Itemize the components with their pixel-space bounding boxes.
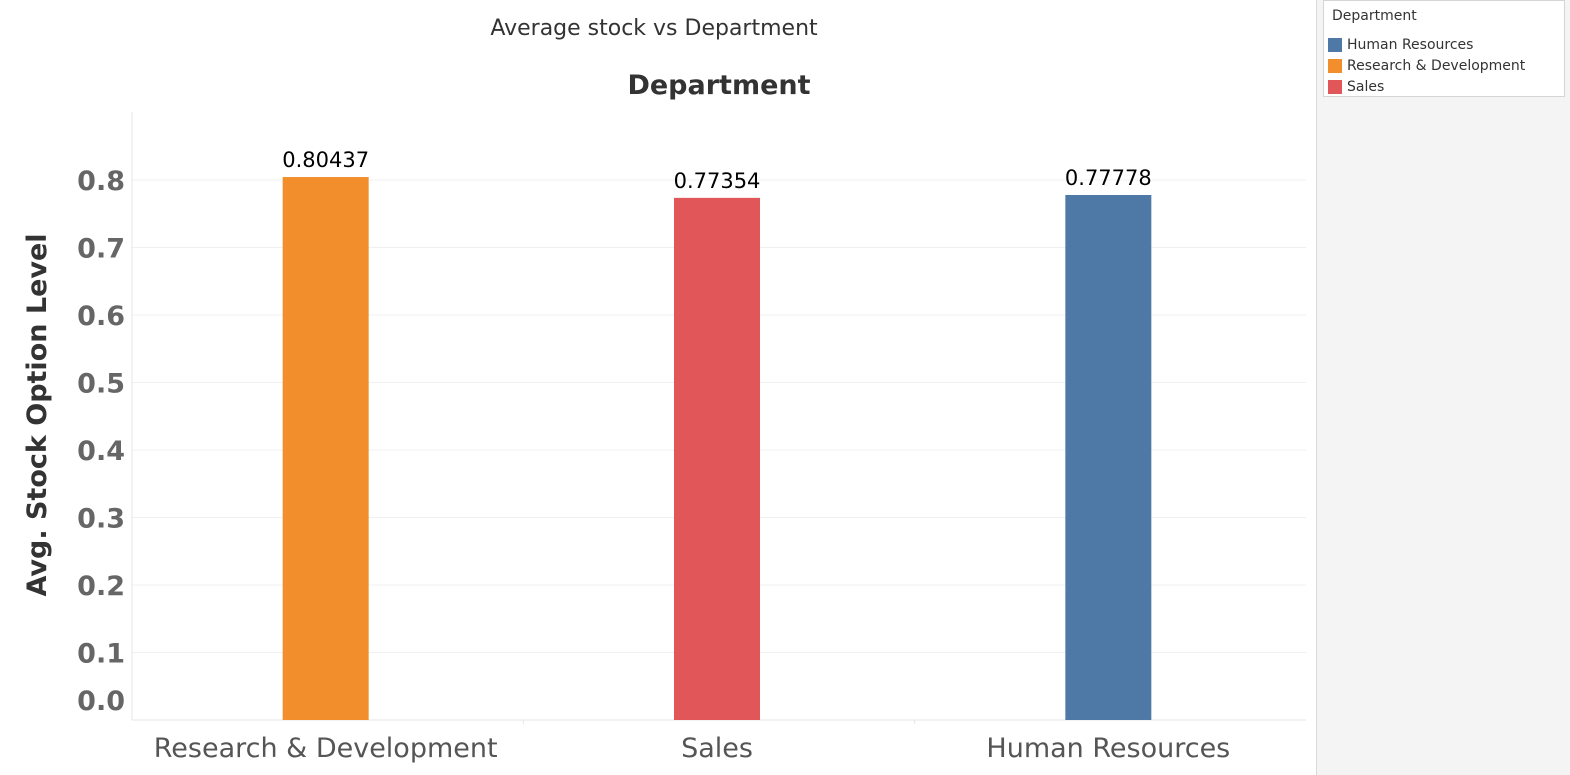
legend-swatch bbox=[1328, 38, 1342, 52]
column-header-label: Department bbox=[627, 70, 810, 101]
legend-swatch bbox=[1328, 59, 1342, 73]
legend-title: Department bbox=[1332, 8, 1417, 24]
bars bbox=[282, 177, 1152, 721]
y-tick-label: 0.8 bbox=[77, 166, 125, 197]
chart-area: Average stock vs Department Department A… bbox=[22, 16, 1306, 764]
x-tick-labels: Research & Development Sales Human Resourc… bbox=[154, 733, 1231, 764]
legend-item-human-resources[interactable]: Human Resources bbox=[1328, 36, 1562, 54]
data-label: 0.77354 bbox=[674, 169, 761, 193]
legend[interactable]: Department Human Resources Research & De… bbox=[1323, 0, 1565, 97]
y-tick-label: 0.3 bbox=[77, 504, 125, 535]
legend-item-research-development[interactable]: Research & Development bbox=[1328, 57, 1562, 75]
bar-chart: Average stock vs Department Department A… bbox=[22, 16, 1306, 764]
y-tick-label: 0.2 bbox=[77, 571, 125, 602]
x-tick-label: Research & Development bbox=[154, 733, 498, 764]
y-tick-labels: 0.0 0.1 0.2 0.3 0.4 0.5 0.6 0.7 0.8 bbox=[77, 166, 125, 717]
legend-label: Sales bbox=[1347, 79, 1385, 95]
y-axis-label: Avg. Stock Option Level bbox=[22, 233, 53, 596]
data-labels: 0.80437 0.77354 0.77778 bbox=[282, 148, 1152, 193]
bar bbox=[282, 177, 369, 721]
y-tick-label: 0.5 bbox=[77, 369, 125, 400]
data-label: 0.80437 bbox=[282, 148, 369, 172]
data-label: 0.77778 bbox=[1065, 166, 1152, 190]
side-panel: Department Human Resources Research & De… bbox=[1316, 0, 1570, 775]
bar bbox=[1065, 194, 1152, 720]
legend-item-sales[interactable]: Sales bbox=[1328, 78, 1562, 96]
chart-title: Average stock vs Department bbox=[490, 16, 818, 41]
x-tick-label: Human Resources bbox=[986, 733, 1230, 764]
legend-swatch bbox=[1328, 80, 1342, 94]
legend-label: Human Resources bbox=[1347, 37, 1474, 53]
y-tick-label: 0.6 bbox=[77, 301, 125, 332]
y-tick-label: 0.0 bbox=[77, 686, 125, 717]
y-tick-label: 0.1 bbox=[77, 639, 125, 670]
x-tick-label: Sales bbox=[681, 733, 753, 764]
bar bbox=[674, 197, 760, 721]
y-tick-label: 0.7 bbox=[77, 234, 125, 265]
legend-label: Research & Development bbox=[1347, 58, 1526, 74]
y-tick-label: 0.4 bbox=[77, 436, 125, 467]
